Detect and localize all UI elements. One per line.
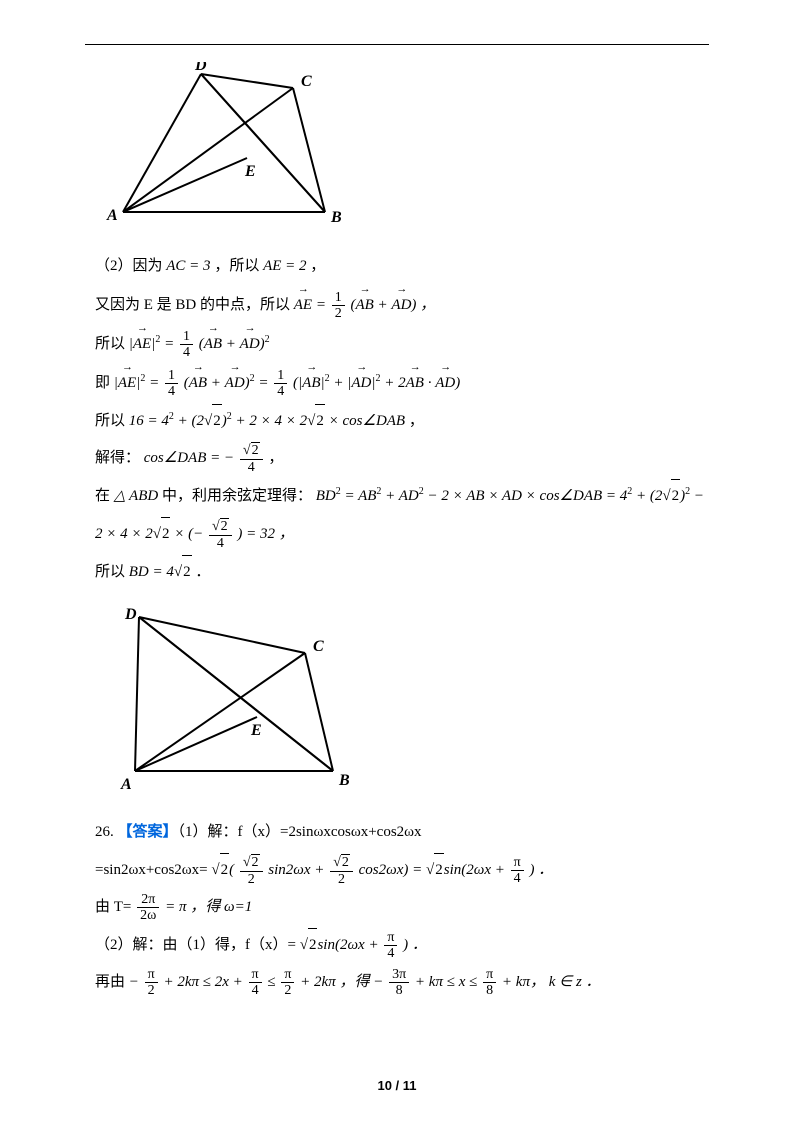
line-cosdab: 解得： cos∠DAB = − 24 ，	[95, 442, 714, 475]
page-content: ABCDE （2）因为 AC = 3 ，所以 AE = 2 ， 又因为 E 是 …	[95, 62, 714, 999]
page-top-rule	[85, 44, 709, 45]
q26-line-5: 再由 − π2 + 2kπ ≤ 2x + π4 ≤ π2 + 2kπ ，得 − …	[95, 966, 714, 999]
answer-label: 【答案】	[118, 824, 178, 840]
line-16eq: 所以 16 = 42 + (22)2 + 2 × 4 × 22 × cos∠DA…	[95, 404, 714, 438]
line-midpoint: 又因为 E 是 BD 的中点，所以 AE = 12 (AB + AD) ，	[95, 287, 714, 322]
line-bd-result: 所以 BD = 42 ．	[95, 555, 714, 589]
svg-text:C: C	[313, 638, 324, 655]
figure-quadrilateral-1: A B C D E	[95, 62, 714, 232]
svg-text:A: A	[106, 207, 118, 224]
figure-quadrilateral-2: A B C D E	[95, 603, 714, 798]
q26-line-2: =sin2ωx+cos2ωx= 2( 22 sin2ωx + 22 cos2ωx…	[95, 853, 714, 887]
svg-text:D: D	[194, 62, 207, 74]
line-expand: 即 |AE|2 = 14 (AB + AD)2 = 14 (|AB|2 + |A…	[95, 365, 714, 400]
svg-text:A: A	[120, 776, 132, 793]
q26-line-3: 由 T= 2π2ω = π ，得 ω=1	[95, 891, 714, 924]
line-cosine-law: 在 △ ABD 中，利用余弦定理得： BD2 = AB2 + AD2 − 2 ×…	[95, 479, 714, 513]
geom-diagram-1: A B C D E	[95, 62, 355, 232]
svg-text:E: E	[250, 722, 262, 739]
svg-text:E: E	[244, 163, 256, 180]
q26-line-1: 26. 【答案】（1）解：f（x）=2sinωxcosωx+cos2ωx	[95, 816, 714, 849]
svg-text:C: C	[301, 73, 312, 90]
svg-text:D: D	[124, 606, 137, 623]
svg-text:B: B	[338, 772, 350, 789]
line-cosine-law-2: 2 × 4 × 22 × (− 24 ) = 32 ，	[95, 517, 714, 551]
svg-text:B: B	[330, 209, 342, 226]
geom-diagram-2: A B C D E	[95, 603, 365, 798]
q26-line-4: （2）解：由（1）得，f（x）= 2sin(2ωx + π4 ) ．	[95, 928, 714, 962]
page-number: 10 / 11	[0, 1078, 794, 1093]
